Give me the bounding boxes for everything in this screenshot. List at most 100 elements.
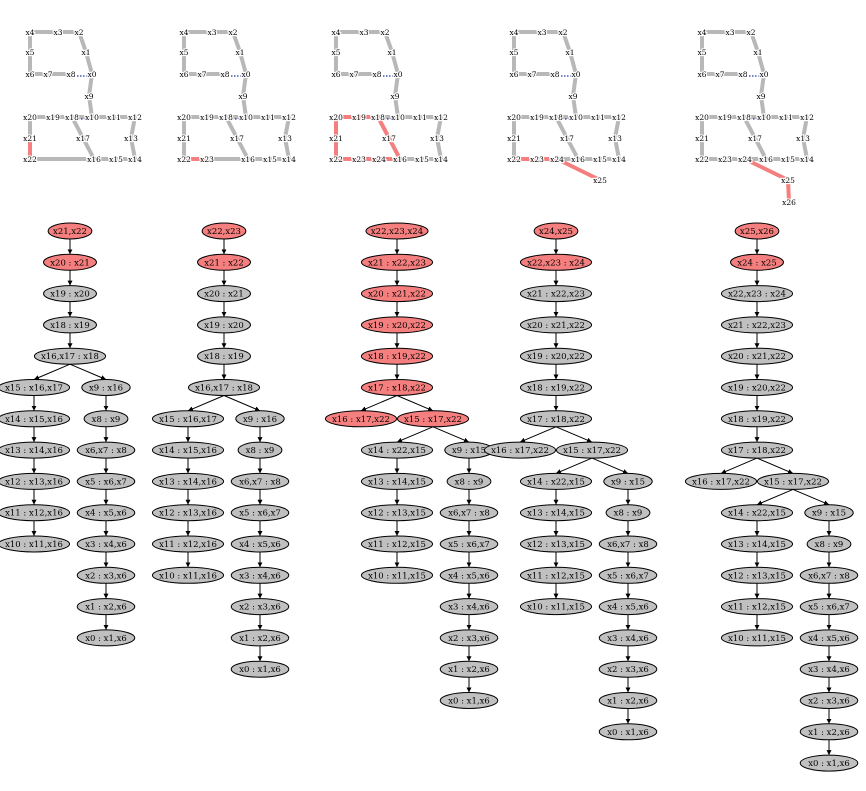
bag (799, 598, 859, 616)
bag (519, 410, 593, 428)
highlighted-bag (730, 253, 784, 271)
bag (0, 535, 71, 553)
bag-label: x10 : x11,x16 (5, 540, 63, 550)
tree-node: x10 : x11,x15 (360, 566, 434, 584)
highlighted-bag (197, 253, 251, 271)
graph-node-label: x12 (800, 113, 814, 122)
graph-node-label: x6 (179, 70, 188, 79)
bag-label: x12 : x13,x16 (159, 509, 217, 519)
graph-node-label: x20 (177, 113, 191, 122)
tree-node: x11 : x12,x16 (0, 504, 71, 522)
graph-node-label: x7 (197, 70, 206, 79)
tree-node: x10 : x11,x16 (151, 566, 225, 584)
tree-node: x1 : x2,x6 (439, 660, 499, 678)
tree-node: x9 : x16 (81, 379, 131, 396)
bag-label: x19 : x20,x22 (368, 321, 426, 331)
tree-node: x21 : x22,x23 (519, 285, 593, 303)
bag-label: x22,x23,x24 (371, 227, 423, 237)
bag-label: x5 : x6,x7 (239, 509, 281, 519)
bag (0, 504, 71, 522)
bag (806, 535, 852, 553)
graph-node-label: x10 (85, 113, 99, 122)
grid-graph: x4 x3 x2 x5 x1 x6 x7 x8 x0 x9 x20 x19 x18 x10 x11 x12 x2… (176, 27, 297, 165)
graph-node-label: x1 (235, 48, 244, 57)
bag (360, 441, 434, 459)
tree-node: x5 : x6,x7 (598, 566, 658, 584)
tree-node: x15 : x17,x22 (555, 441, 629, 459)
graph-node-label: x12 (128, 113, 142, 122)
tree-node: x19 : x20,x22 (720, 379, 794, 396)
bag-label: x1 : x2,x6 (239, 634, 281, 644)
tree-node: x20 : x21,x22 (720, 347, 794, 365)
graph-node-label: x9 (756, 92, 765, 101)
graph-node-label: x14 (434, 155, 448, 164)
graph-node-label: x1 (81, 48, 90, 57)
graph-node-label: x14 (800, 155, 814, 164)
bag (720, 285, 794, 303)
bag-label: x6,x7 : x8 (448, 509, 490, 519)
tree-edge (432, 426, 470, 443)
graph-node-label: x25 (781, 176, 795, 185)
graph-node-label: x18 (219, 113, 233, 122)
bag-label: x11 : x12,x15 (527, 571, 585, 581)
tree-edge (792, 488, 830, 506)
bag-label: x21 : x22,x23 (728, 321, 786, 331)
tree-node: x4 : x5,x6 (439, 566, 499, 584)
tree-edge (519, 426, 557, 443)
bag (230, 535, 290, 553)
bag (799, 566, 859, 584)
graph-node-label: x13 (430, 134, 444, 143)
bag-label: x18 : x19,x22 (728, 415, 786, 425)
graph-node-label: x10 (391, 113, 405, 122)
graph-node-label: x24 (372, 155, 386, 164)
bag (230, 504, 290, 522)
tree-node: x20 : x21 (43, 253, 97, 271)
bag (598, 660, 658, 678)
tree-node: x18 : x19 (197, 347, 251, 365)
graph-node-label: x22 (23, 155, 37, 164)
graph-node-label: x15 (109, 155, 123, 164)
bag-label: x6,x7 : x8 (808, 571, 850, 581)
graph-node-label: x19 (352, 113, 366, 122)
tree-node: x21,x22 (47, 222, 93, 240)
grid-graph: x4 x3 x2 x5 x1 x6 x7 x8 x0 x9 x20 x19 x18 x10 x11 x12 x2… (22, 27, 143, 165)
graph-edge (756, 50, 766, 76)
bag-label: x20 : x21 (204, 290, 244, 300)
tree-node: x5 : x6,x7 (230, 504, 290, 522)
graph-node-label: x14 (612, 155, 626, 164)
bag (76, 504, 136, 522)
highlighted-bag (396, 410, 470, 428)
bag (720, 316, 794, 334)
graph-node-label: x3 (53, 28, 62, 37)
graph-node-label: x5 (179, 48, 188, 57)
graph-node-label: x6 (697, 70, 706, 79)
highlight-edge (376, 115, 391, 140)
graph-node-label: x23 (530, 155, 544, 164)
bag-label: x6,x7 : x8 (607, 540, 649, 550)
tree-edge (756, 457, 794, 474)
graph-node-label: x3 (207, 28, 216, 37)
bag (439, 629, 499, 647)
bag (720, 629, 794, 647)
panel-3: x4 x3 x2 x5 x1 x6 x7 x8 x0 x9 x20 x19 x18 x10 x11 x12 x2… (324, 27, 499, 709)
decomposition-tree: x21,x22 x20 : x21 x19 : x20 x18 : x19 x16,x1… (0, 222, 136, 647)
grid-graph: x4 x3 x2 x5 x1 x6 x7 x8 x0 x9 x20 x19 x18 x10 x11 x12 x2… (506, 27, 627, 186)
graph-node-label: x8 (550, 70, 559, 79)
bag-label: x1 : x2,x6 (85, 603, 127, 613)
tree-node: x14 : x22,x15 (519, 472, 593, 490)
bag-label: x2 : x3,x6 (448, 634, 490, 644)
bag (76, 598, 136, 616)
bag-label: x13 : x14,x15 (527, 509, 585, 519)
tree-node: x13 : x14,x15 (360, 472, 434, 490)
bag-label: x10 : x11,x15 (527, 603, 585, 613)
graph-node-label: x4 (25, 28, 34, 37)
tree-node: x16,x17 : x18 (33, 347, 107, 365)
bag (598, 723, 658, 741)
tree-node: x5 : x6,x7 (439, 535, 499, 553)
tree-node: x10 : x11,x15 (720, 629, 794, 647)
bag-label: x24 : x25 (737, 258, 777, 268)
tree-node: x14 : x22,x15 (360, 441, 434, 459)
graph-node-label: x4 (179, 28, 188, 37)
bag-label: x2 : x3,x6 (607, 665, 649, 675)
bag (483, 441, 557, 459)
